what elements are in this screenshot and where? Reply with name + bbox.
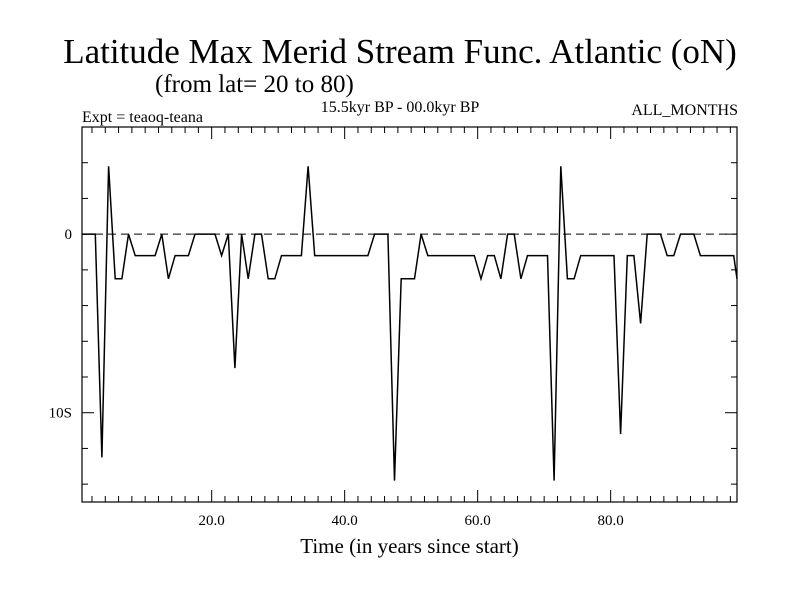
series-layer <box>82 166 738 481</box>
plot-frame <box>81 126 738 503</box>
series-line <box>82 166 738 481</box>
y-tick-label: 0 <box>65 227 73 243</box>
x-tick-label: 20.0 <box>199 513 225 529</box>
experiment-label: Expt = teaoq-teana <box>82 109 203 126</box>
x-axis-label: Time (in years since start) <box>300 534 519 558</box>
x-tick-label: 60.0 <box>465 513 491 529</box>
chart-title: Latitude Max Merid Stream Func. Atlantic… <box>63 32 737 71</box>
months-label: ALL_MONTHS <box>631 102 738 119</box>
x-tick-label: 40.0 <box>332 513 358 529</box>
x-tick-label: 80.0 <box>598 513 624 529</box>
period-label: 15.5kyr BP - 00.0kyr BP <box>320 99 480 116</box>
chart-subtitle: (from lat= 20 to 80) <box>155 71 354 98</box>
y-tick-label: 10S <box>49 406 72 422</box>
axis-ticks: 20.0 40.0 60.0 80.0 0 10S <box>49 126 737 529</box>
